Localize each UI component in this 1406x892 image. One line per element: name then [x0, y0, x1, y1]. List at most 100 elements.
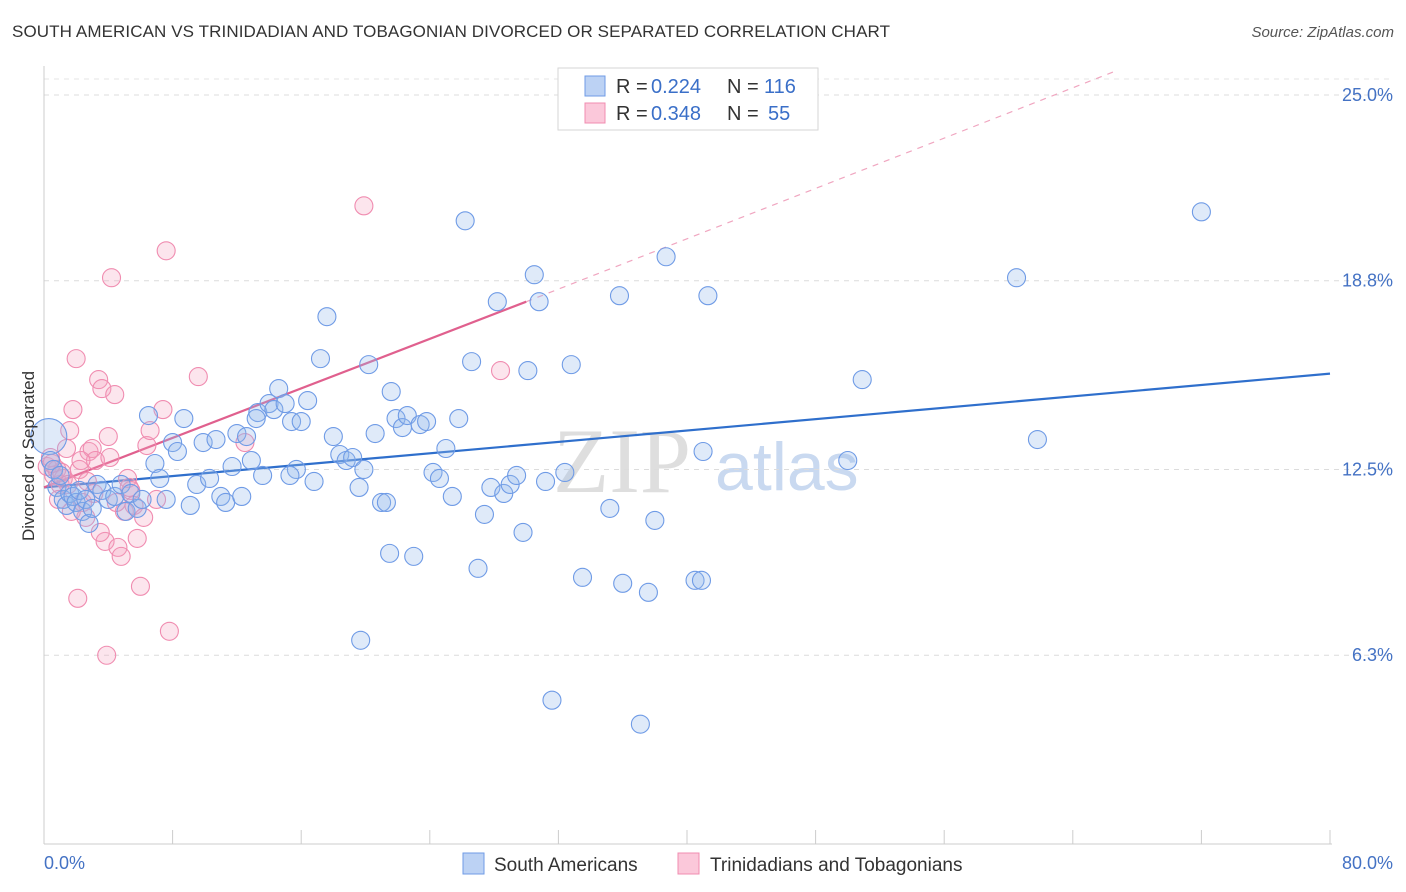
south-american-point	[561, 355, 581, 375]
legend-swatch-blue	[584, 75, 606, 97]
bottom-legend-swatch-blue	[462, 852, 485, 875]
south-american-point	[455, 211, 475, 231]
south-american-point	[524, 265, 544, 285]
south-american-point	[206, 429, 226, 450]
south-american-point	[82, 498, 102, 518]
south-american-point	[264, 400, 284, 420]
south-american-point	[436, 438, 456, 459]
south-american-point	[1006, 268, 1027, 288]
south-american-point	[376, 492, 396, 512]
trinidadian-point	[101, 268, 122, 288]
south-american-point	[291, 411, 311, 432]
trinidadian-point	[98, 426, 118, 447]
trinidadian-point	[127, 528, 147, 548]
watermark-zip: ZIP	[553, 410, 691, 512]
south-american-point	[298, 391, 318, 411]
trinidadian-point	[159, 621, 179, 641]
south-american-point	[468, 558, 488, 578]
legend-n-value-1: 116	[764, 76, 796, 98]
south-american-point	[656, 247, 676, 267]
trinidadian-point	[66, 349, 86, 369]
legend-swatch-pink	[584, 102, 606, 124]
south-american-point	[167, 441, 187, 462]
trinidadian-point	[156, 241, 176, 261]
south-american-point	[253, 465, 273, 486]
south-american-point	[429, 468, 449, 489]
south-american-point	[638, 582, 658, 602]
south-american-point	[693, 441, 713, 462]
south-american-point	[241, 450, 261, 471]
legend-n-label-1: N =	[727, 76, 759, 98]
south-american-point	[529, 292, 549, 312]
south-american-point	[630, 714, 650, 734]
south-american-point	[222, 456, 242, 477]
bottom-legend: South Americans Trinidadians and Tobagon…	[462, 852, 962, 876]
south-american-point	[79, 513, 99, 533]
bottom-legend-swatch-pink	[677, 852, 700, 875]
trinidadian-point	[82, 438, 102, 459]
south-american-point	[359, 355, 379, 375]
south-american-point	[518, 361, 538, 381]
south-american-point	[474, 504, 495, 524]
south-american-point	[462, 352, 482, 372]
south-american-point	[236, 426, 257, 447]
south-american-point	[174, 409, 194, 429]
south-american-point	[600, 498, 620, 518]
south-american-point	[323, 426, 343, 447]
south-american-point	[156, 489, 176, 509]
y-tick-label: 6.3%	[1352, 645, 1393, 665]
gridlines	[44, 78, 1393, 656]
bottom-legend-label-blue: South Americans	[494, 855, 638, 876]
south-american-point	[138, 406, 159, 426]
south-american-point	[163, 432, 183, 453]
trinidadian-point	[354, 196, 374, 216]
south-american-point	[542, 690, 562, 710]
south-american-point	[150, 468, 170, 489]
south-american-point	[132, 489, 152, 509]
trinidadian-point	[71, 450, 91, 471]
trinidadian-point	[111, 546, 131, 566]
south-american-trend-line	[43, 372, 1331, 489]
trinidadian-point	[85, 450, 105, 471]
x-tick-label-min: 0.0%	[44, 853, 85, 873]
south-american-point	[691, 570, 712, 590]
trinidadian-point	[130, 576, 150, 596]
trinidadian-point	[153, 400, 173, 420]
y-tick-labels: 6.3% 12.5% 18.8% 25.0%	[1342, 85, 1393, 665]
legend-r-label-1: R =	[616, 76, 648, 98]
trinidadian-point	[97, 645, 117, 665]
chart-title: SOUTH AMERICAN VS TRINIDADIAN AND TOBAGO…	[12, 22, 891, 41]
south-american-point	[487, 292, 507, 312]
south-american-point	[417, 411, 437, 432]
south-american-point	[513, 522, 533, 542]
south-american-point	[442, 486, 462, 506]
south-american-point	[698, 286, 718, 306]
trinidadian-point	[490, 361, 511, 381]
south-american-point	[555, 462, 575, 483]
south-american-point	[343, 447, 363, 468]
south-american-point	[232, 486, 252, 506]
y-tick-label: 25.0%	[1342, 85, 1393, 105]
south-american-point	[572, 567, 593, 587]
trinidadian-point	[146, 489, 167, 509]
south-american-point	[246, 409, 266, 429]
trinidadian-point	[140, 420, 160, 441]
south-american-point	[349, 477, 369, 498]
trinidadian-point	[188, 367, 208, 387]
legend-n-label-2: N =	[727, 103, 759, 125]
source-label: Source: ZipAtlas.com	[1251, 24, 1394, 41]
watermark-atlas: atlas	[715, 429, 859, 505]
south-american-point	[838, 450, 858, 471]
trinidadian-point	[105, 385, 125, 405]
south-american-point	[852, 370, 872, 390]
trinidadian-point	[60, 420, 80, 441]
south-american-point	[200, 468, 220, 489]
south-american-point	[404, 546, 424, 566]
south-american-point	[50, 465, 70, 486]
south-american-point	[351, 630, 371, 650]
south-american-point	[365, 423, 385, 444]
south-american-point	[275, 394, 295, 414]
south-american-point	[282, 411, 302, 432]
south-american-point	[1191, 202, 1211, 222]
